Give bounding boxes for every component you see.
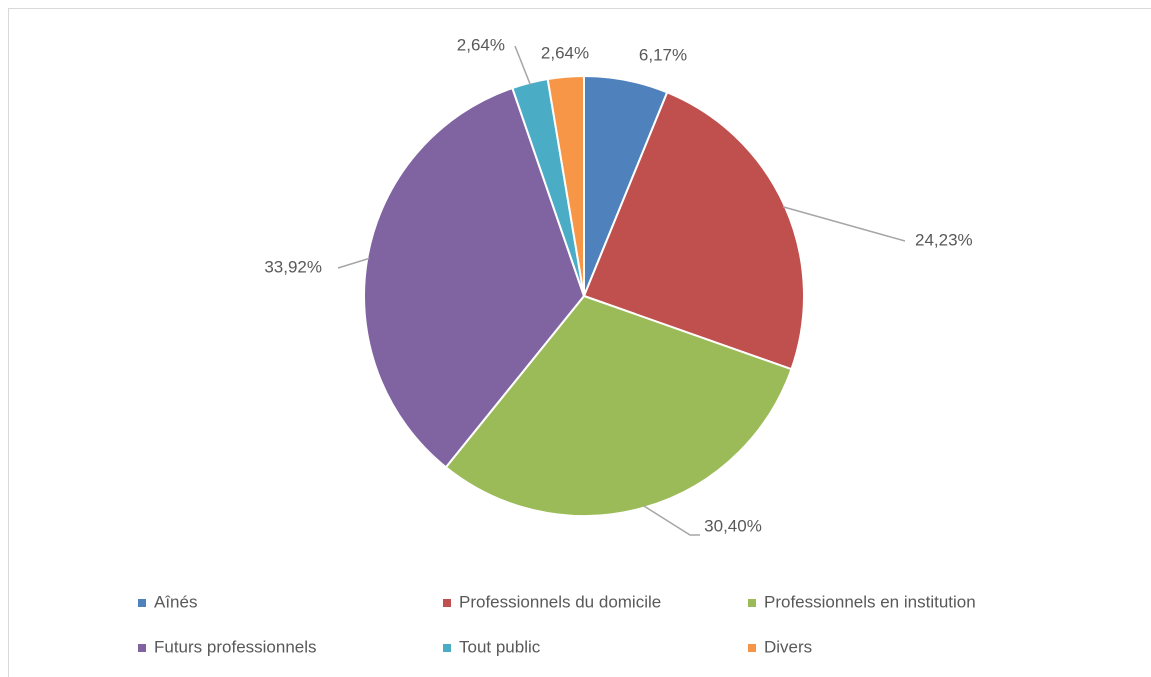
legend-label: Aînés <box>154 592 197 611</box>
data-label: 33,92% <box>264 257 322 276</box>
leader-line <box>514 45 532 85</box>
legend-marker <box>138 644 146 652</box>
leader-line <box>337 257 370 269</box>
data-label: 6,17% <box>639 45 687 64</box>
legend-label: Professionnels en institution <box>764 592 976 611</box>
legend-label: Futurs professionnels <box>154 637 317 656</box>
legend-marker <box>138 599 146 607</box>
data-label: 2,64% <box>541 43 589 62</box>
data-label: 24,23% <box>915 230 973 249</box>
legend-marker <box>443 599 451 607</box>
legend-label: Professionnels du domicile <box>459 592 661 611</box>
legend-marker <box>748 644 756 652</box>
pie-slice <box>546 74 585 297</box>
leader-line <box>782 206 906 242</box>
data-label: 2,64% <box>457 35 505 54</box>
legend-label: Divers <box>764 637 812 656</box>
data-label: 30,40% <box>704 516 762 535</box>
pie-slice <box>582 91 805 371</box>
chart-border <box>8 8 1151 677</box>
pie-slice <box>363 86 586 469</box>
legend-label: Tout public <box>459 637 541 656</box>
legend-marker <box>443 644 451 652</box>
pie-slice <box>444 294 793 517</box>
leader-line <box>643 505 700 536</box>
legend-marker <box>748 599 756 607</box>
